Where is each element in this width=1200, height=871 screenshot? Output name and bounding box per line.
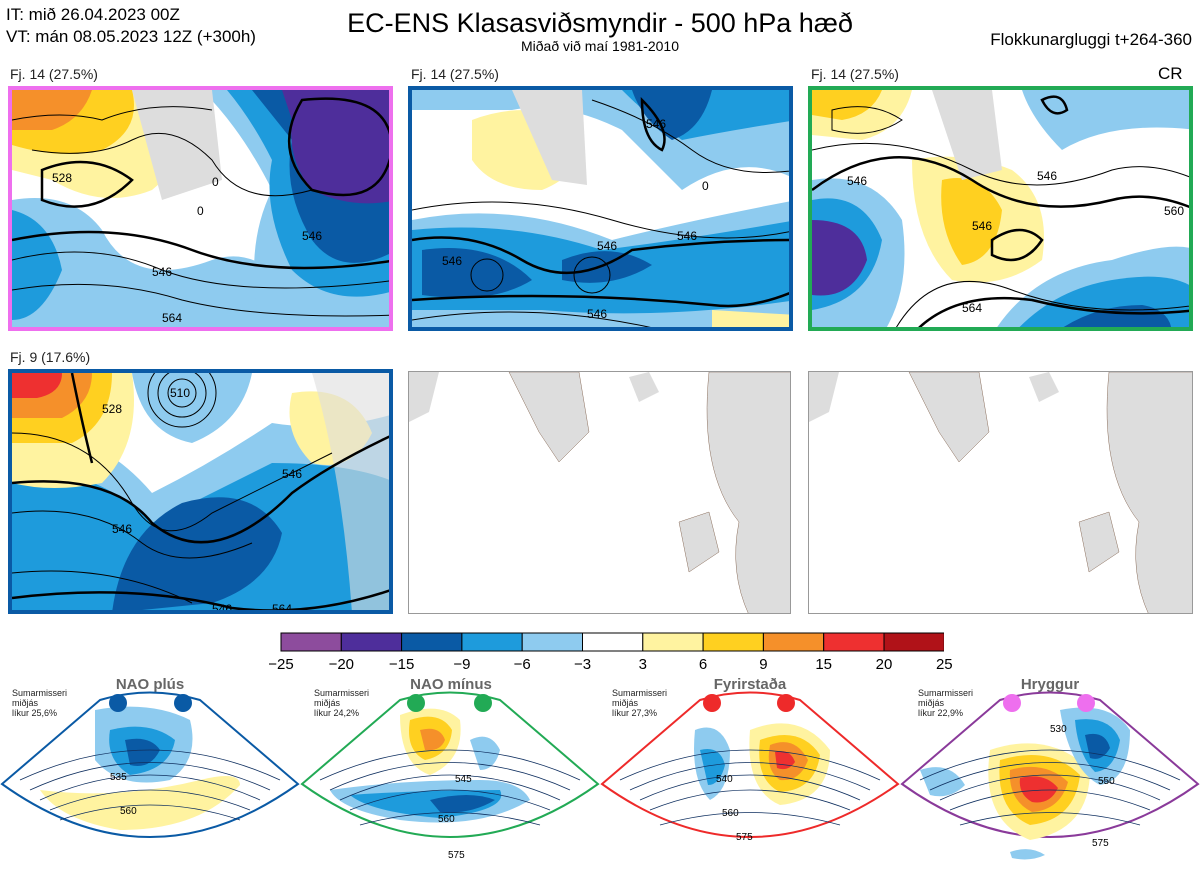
colorbar-swatch — [401, 632, 463, 652]
colorbar-swatch — [582, 632, 644, 652]
colorbar-swatch — [883, 632, 944, 652]
header-times: IT: mið 26.04.2023 00Z VT: mán 08.05.202… — [6, 4, 256, 48]
colorbar-swatch — [702, 632, 764, 652]
colorbar-tick-label: −20 — [328, 656, 355, 673]
cluster-map-3[interactable]: 546 546 546 564 560 — [808, 86, 1193, 331]
regime-contour: 560 — [722, 808, 739, 819]
regime-dot — [407, 694, 425, 712]
regime-3-note: Sumarmisseri miðjás líkur 27,3% — [612, 688, 668, 718]
cr-label: CR — [1158, 64, 1183, 83]
contour-label: 546 — [1037, 169, 1057, 183]
contour-label: 528 — [52, 171, 72, 185]
regime-4-title: Hryggur — [1020, 676, 1080, 693]
regime-contour: 575 — [1092, 838, 1109, 849]
regime-map-nao-plus: 535 560 — [0, 691, 300, 838]
colorbar-tick-label: 6 — [698, 656, 708, 673]
panel-3-label: Fj. 14 (27.5%) — [811, 66, 899, 82]
contour-label: 546 — [282, 467, 302, 481]
cluster-map-5-empty[interactable] — [408, 371, 791, 614]
contour-label: 546 — [646, 117, 666, 131]
contour-label: 528 — [102, 402, 122, 416]
regime-dot — [1077, 694, 1095, 712]
contour-label: 546 — [597, 239, 617, 253]
panel-4-label: Fj. 9 (17.6%) — [10, 349, 91, 365]
contour-label: 546 — [442, 254, 462, 268]
regime-3-title: Fyrirstaða — [713, 676, 787, 693]
regime-contour: 540 — [716, 774, 733, 785]
colorbar-tick-label: −6 — [513, 656, 531, 673]
colorbar-swatch — [461, 632, 523, 652]
regime-maps: 535 560 545 560 575 — [0, 691, 1200, 861]
regime-contour: 535 — [110, 772, 127, 783]
colorbar-tick-label: −3 — [573, 656, 592, 673]
contour-label: 546 — [112, 522, 132, 536]
cluster-map-1[interactable]: 528 546 546 564 0 0 — [8, 86, 393, 331]
regime-map-ridge: 530 550 575 — [900, 691, 1200, 860]
colorbar-swatch — [762, 632, 825, 652]
contour-label: 546 — [677, 229, 697, 243]
colorbar-tick-label: 15 — [815, 656, 833, 673]
contour-label: 560 — [1164, 204, 1184, 218]
cluster-map-6-empty[interactable] — [808, 371, 1193, 614]
regime-4-note: Sumarmisseri miðjás líkur 22,9% — [918, 688, 974, 718]
page-title: EC-ENS Klasasviðsmyndir - 500 hPa hæð — [347, 8, 853, 38]
regime-dot — [1003, 694, 1021, 712]
regime-map-blocking: 540 560 575 — [600, 691, 900, 843]
regime-dot — [109, 694, 127, 712]
contour-label: 546 — [972, 219, 992, 233]
contour-label: 564 — [272, 602, 292, 614]
colorbar-swatch — [280, 632, 342, 652]
issue-time: IT: mið 26.04.2023 00Z — [6, 5, 180, 24]
contour-label: 0 — [702, 179, 709, 193]
colorbar-swatch — [340, 632, 403, 652]
contour-label: 546 — [302, 229, 322, 243]
regime-contour: 575 — [736, 832, 753, 843]
valid-time: VT: mán 08.05.2023 12Z (+300h) — [6, 27, 256, 46]
regime-contour: 550 — [1098, 776, 1115, 787]
colorbar-swatch — [642, 632, 704, 652]
colorbar-tick-label: 25 — [935, 656, 953, 673]
regime-2-title: NAO mínus — [410, 676, 492, 693]
contour-label: 510 — [170, 386, 190, 400]
colorbar-tick-label: −9 — [453, 656, 471, 673]
regime-map-nao-minus: 545 560 575 — [300, 691, 600, 861]
colorbar-tick-label: −15 — [388, 656, 415, 673]
contour-label: 564 — [162, 311, 182, 325]
contour-label: 546 — [152, 265, 172, 279]
panel-2-label: Fj. 14 (27.5%) — [411, 66, 499, 82]
cluster-map-4[interactable]: 546 546 546 528 564 510 — [8, 369, 393, 614]
colorbar-tick-label: 3 — [638, 656, 647, 673]
contour-label: 546 — [847, 174, 867, 188]
contour-label: 0 — [212, 175, 219, 189]
regime-2-note: Sumarmisseri miðjás líkur 24,2% — [314, 688, 370, 718]
colorbar-tick-label: −25 — [268, 656, 294, 673]
regime-contour: 530 — [1050, 724, 1067, 735]
regime-contour: 560 — [438, 814, 455, 825]
regime-dot — [777, 694, 795, 712]
colorbar-swatch — [521, 632, 583, 652]
colorbar-tick-label: 9 — [759, 656, 768, 673]
contour-label: 546 — [212, 602, 232, 614]
page-subtitle: Miðað við maí 1981-2010 — [521, 38, 679, 54]
regime-dot — [174, 694, 192, 712]
contour-label: 564 — [962, 301, 982, 315]
regime-dot — [474, 694, 492, 712]
classification-window: Flokkunargluggi t+264-360 — [990, 30, 1192, 49]
regime-dot — [703, 694, 721, 712]
colorbar-tick-label: 20 — [875, 656, 893, 673]
contour-label: 546 — [587, 307, 607, 321]
panel-1-label: Fj. 14 (27.5%) — [10, 66, 98, 82]
colorbar-swatch — [823, 632, 885, 652]
regime-1-title: NAO plús — [115, 676, 185, 693]
regime-contour: 575 — [448, 850, 465, 861]
regime-contour: 560 — [120, 806, 137, 817]
cluster-map-2[interactable]: 546 546 546 546 0 546 — [408, 86, 793, 331]
contour-label: 0 — [197, 204, 204, 218]
regime-1-note: Sumarmisseri miðjás líkur 25,6% — [12, 688, 68, 718]
regime-contour: 545 — [455, 774, 472, 785]
colorbar — [280, 632, 944, 652]
